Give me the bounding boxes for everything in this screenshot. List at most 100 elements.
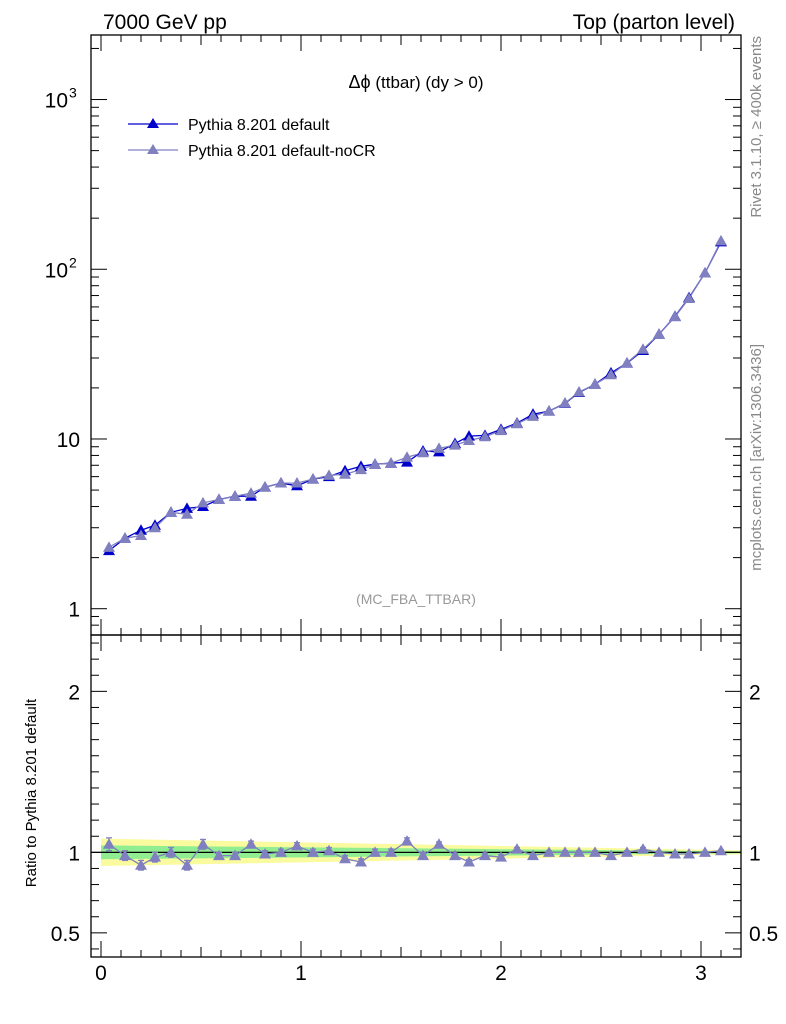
legend-label-default: Pythia 8.201 default	[188, 117, 330, 134]
point-nocr	[605, 368, 617, 380]
plot-title-text: (ttbar) (dy > 0)	[371, 73, 484, 92]
main-series-markers	[103, 234, 727, 556]
ratio-line-nocr	[108, 840, 722, 867]
ratio-point-nocr	[589, 846, 601, 857]
ratio-point-nocr	[495, 851, 507, 862]
ratio-point-nocr	[605, 849, 617, 861]
ratio-point-nocr	[355, 856, 367, 867]
point-nocr	[495, 424, 507, 436]
ratio-series-markers	[103, 835, 727, 871]
ratio-point-nocr	[417, 849, 429, 861]
point-nocr	[637, 343, 649, 354]
point-nocr	[463, 434, 475, 445]
ratio-y-tick-label-right: 1	[749, 842, 761, 865]
ratio-point-nocr	[449, 849, 461, 861]
ratio-point-nocr	[637, 843, 649, 854]
ratio-point-nocr	[621, 846, 633, 857]
ratio-point-nocr	[229, 849, 241, 861]
ratio-point-nocr	[259, 847, 271, 859]
point-nocr	[181, 508, 193, 519]
ratio-point-nocr	[433, 838, 445, 849]
point-nocr	[433, 442, 445, 453]
point-nocr	[291, 477, 303, 488]
mcplots-reference-label: mcplots.cern.ch [arXiv:1306.3436]	[748, 344, 765, 571]
ratio-point-nocr	[291, 839, 303, 851]
point-default	[135, 524, 147, 535]
point-nocr	[103, 541, 115, 552]
ratio-y-tick-labels: 0.5 0.5 1 1 2 2	[51, 681, 778, 946]
ratio-point-nocr	[385, 846, 397, 857]
legend-marker-nocr	[147, 144, 159, 154]
point-nocr	[323, 469, 335, 480]
point-nocr	[355, 463, 367, 475]
legend-entry-nocr: Pythia 8.201 default-noCR	[128, 143, 376, 160]
point-nocr	[511, 417, 523, 429]
point-nocr	[245, 487, 257, 498]
analysis-watermark: (MC_FBA_TTBAR)	[356, 591, 476, 607]
main-y-tick-label: 10	[45, 259, 68, 282]
ratio-point-nocr	[181, 859, 193, 870]
point-nocr	[417, 446, 429, 458]
point-nocr	[369, 458, 381, 469]
ratio-point-nocr	[119, 849, 131, 861]
legend-label-nocr: Pythia 8.201 default-noCR	[188, 143, 376, 160]
ratio-x-tick-labels: 0 1 2 3	[95, 962, 707, 985]
ratio-point-nocr	[369, 846, 381, 857]
ratio-x-tick-label: 2	[495, 962, 507, 985]
point-nocr	[165, 506, 177, 517]
point-nocr	[401, 451, 413, 462]
point-nocr	[197, 496, 209, 508]
point-default	[181, 502, 193, 513]
ratio-plot: 0.5 0.5 1 1 2 2 0 1 2 3 Ratio to Pythia 8.201 de…	[23, 634, 778, 985]
point-nocr	[669, 310, 681, 322]
ratio-point-nocr	[213, 849, 225, 861]
ratio-point-nocr	[715, 844, 727, 856]
ratio-y-tick-label-right: 0.5	[749, 923, 778, 946]
point-nocr	[275, 477, 287, 488]
point-nocr	[543, 405, 555, 416]
ratio-point-nocr	[307, 846, 319, 857]
point-nocr	[653, 328, 665, 339]
ratio-point-nocr	[165, 846, 177, 857]
point-nocr	[573, 386, 585, 397]
main-axis-ticks	[91, 35, 742, 636]
ratio-point-nocr	[149, 851, 161, 862]
ratio-point-nocr	[135, 859, 147, 870]
header-left-label: 7000 GeV pp	[103, 11, 227, 34]
point-nocr	[715, 234, 727, 246]
ratio-axis-ticks	[91, 635, 742, 957]
ratio-point-nocr	[323, 844, 335, 856]
ratio-plot-frame	[90, 634, 742, 958]
ratio-point-nocr	[479, 849, 491, 861]
ratio-point-nocr	[511, 843, 523, 854]
ratio-point-nocr	[669, 847, 681, 859]
point-nocr	[621, 356, 633, 368]
ratio-point-nocr	[683, 847, 695, 859]
ratio-point-nocr	[573, 846, 585, 857]
ratio-point-nocr	[401, 835, 413, 846]
point-nocr	[527, 410, 539, 421]
ratio-point-nocr	[245, 838, 257, 849]
main-y-tick-label: 10	[45, 90, 68, 113]
ratio-series-line	[108, 840, 722, 867]
ratio-point-nocr	[103, 838, 115, 849]
ratio-y-tick-label-right: 2	[749, 681, 761, 704]
point-nocr	[385, 457, 397, 468]
point-nocr	[559, 396, 571, 408]
main-y-tick-exponent: 2	[69, 254, 77, 270]
point-nocr	[339, 468, 351, 479]
ratio-y-axis-label: Ratio to Pythia 8.201 default	[23, 698, 40, 887]
ratio-point-nocr	[543, 846, 555, 857]
ratio-point-nocr	[653, 846, 665, 857]
point-nocr	[307, 473, 319, 484]
main-y-tick-label: 1	[68, 599, 80, 622]
ratio-x-tick-label: 3	[695, 962, 707, 985]
point-nocr	[479, 430, 491, 442]
ratio-point-nocr	[463, 856, 475, 867]
ratio-y-tick-label-left: 0.5	[51, 923, 80, 946]
point-nocr	[119, 532, 131, 543]
point-nocr	[699, 266, 711, 278]
